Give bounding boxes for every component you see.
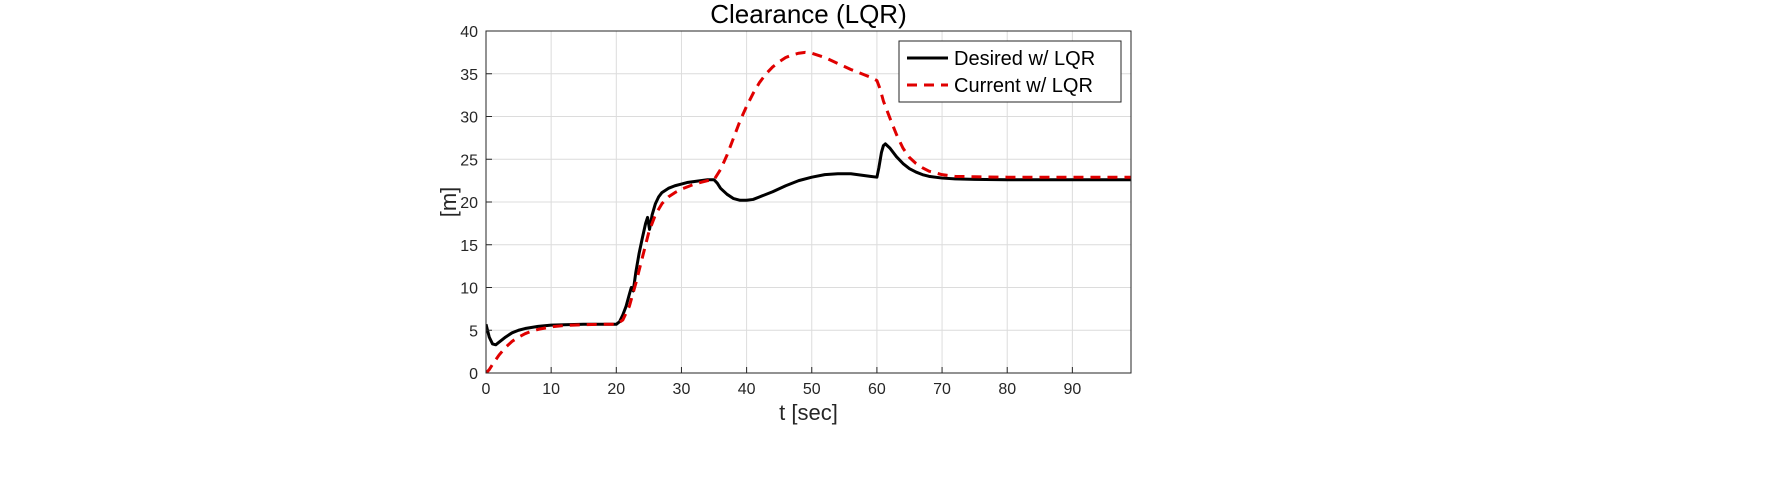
y-tick-label: 25 xyxy=(460,152,478,169)
chart-title: Clearance (LQR) xyxy=(710,0,907,29)
legend-label-current: Current w/ LQR xyxy=(954,75,1093,97)
y-tick-label: 40 xyxy=(460,24,478,41)
x-tick-label: 30 xyxy=(673,381,691,398)
x-axis-label: t [sec] xyxy=(779,400,838,425)
legend: Desired w/ LQR Current w/ LQR xyxy=(898,40,1122,103)
y-tick-label: 0 xyxy=(469,366,478,383)
axis-ticks: 0 10 20 30 40 50 60 70 80 90 0 5 10 15 20 25 30 35 40 xyxy=(460,24,1081,398)
y-tick-label: 15 xyxy=(460,238,478,255)
x-tick-label: 50 xyxy=(803,381,821,398)
y-tick-label: 30 xyxy=(460,110,478,127)
series-line-current xyxy=(486,50,1131,373)
grid xyxy=(486,31,1131,373)
x-tick-label: 80 xyxy=(998,381,1016,398)
y-tick-label: 10 xyxy=(460,281,478,298)
legend-label-desired: Desired w/ LQR xyxy=(954,48,1095,70)
x-tick-label: 20 xyxy=(607,381,625,398)
x-tick-label: 60 xyxy=(868,381,886,398)
series-lines xyxy=(486,50,1131,373)
x-tick-label: 90 xyxy=(1063,381,1081,398)
x-tick-label: 70 xyxy=(933,381,951,398)
y-tick-label: 35 xyxy=(460,67,478,84)
legend-box xyxy=(898,40,1122,103)
x-tick-label: 40 xyxy=(738,381,756,398)
x-tick-label: 0 xyxy=(482,381,491,398)
y-tick-label: 5 xyxy=(469,323,478,340)
y-axis-label: [m] xyxy=(436,187,461,218)
x-tick-label: 10 xyxy=(542,381,560,398)
y-tick-label: 20 xyxy=(460,195,478,212)
